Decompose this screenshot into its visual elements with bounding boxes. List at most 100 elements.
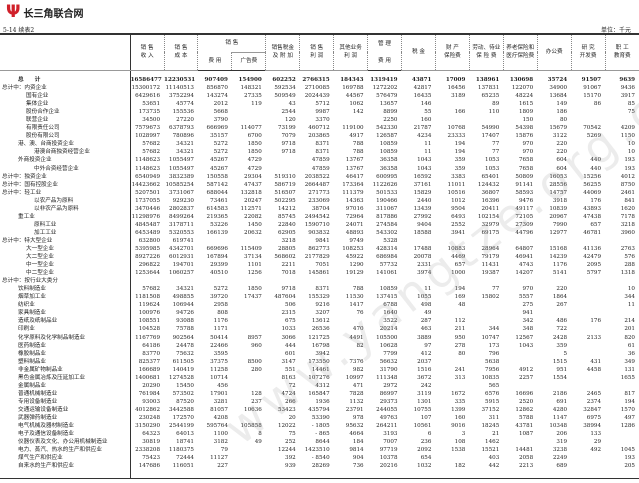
- table-cell: 11: [627, 302, 635, 309]
- row-label: 电力、蒸汽、热水的生产和供应业: [0, 446, 131, 455]
- table-cell: 47859: [311, 157, 330, 164]
- table-cell: 10714: [210, 374, 228, 381]
- table-cell: 166: [454, 109, 466, 116]
- table-cell: 440: [590, 157, 602, 164]
- table-cell: 15450: [176, 382, 194, 389]
- table-cell: 40510: [210, 270, 228, 277]
- table-cell: 12977: [549, 229, 568, 236]
- table-cell: 38994: [583, 423, 602, 430]
- table-cell: 970: [522, 149, 534, 156]
- table-cell: 6378793: [169, 125, 194, 132]
- table-cell: 9639: [619, 77, 635, 83]
- table-cell: 17437: [244, 294, 262, 301]
- table-cell: 102154: [477, 213, 500, 220]
- header-admin-group: 管 理: [367, 33, 402, 52]
- table-cell: 56632: [379, 358, 398, 365]
- table-row: 专用设备制造业 93003 87520 3281 237 266 1936 1132 29373…: [0, 397, 639, 406]
- table-cell: 2766315: [302, 77, 330, 83]
- table-cell: 820: [624, 334, 635, 341]
- table-cell: 75632: [176, 350, 194, 357]
- table-cell: 344: [488, 326, 500, 333]
- table-cell: 20411: [481, 205, 500, 212]
- table-cell: [571, 374, 605, 382]
- table-cell: 34321: [176, 149, 194, 156]
- table-cell: 1176: [213, 318, 228, 325]
- table-cell: 13612: [311, 318, 330, 325]
- table-cell: 24478: [176, 342, 194, 349]
- table-cell: 551: [285, 366, 296, 373]
- table-cell: 428314: [376, 245, 398, 252]
- table-cell: 9404: [417, 221, 432, 228]
- table-cell: 190466: [376, 197, 398, 204]
- table-row: 股份合作企业 173735 155536 5668 2544 9987 142 8899 55 1…: [0, 108, 639, 117]
- table-cell: 7178: [620, 213, 635, 220]
- table-cell: 1180375: [169, 447, 194, 454]
- table-cell: 5395985: [135, 245, 161, 252]
- table-cell: 666969: [206, 125, 228, 132]
- table-cell: 14363: [345, 197, 364, 204]
- table-cell: 6975: [586, 414, 602, 421]
- table-cell: 1515: [552, 358, 568, 365]
- table-row: 总计中：国有控股企业 14423662 10585254 587142 47437 586…: [0, 180, 639, 189]
- table-row: 塑料制品业 825377 611505 37375 8500 3147 173550 7376…: [0, 357, 639, 366]
- table-cell: 26536: [311, 326, 330, 333]
- table-cell: [571, 342, 605, 350]
- table-row: 煤气生产和供应业 75423 72444 11127 392 - 8540 904 10378…: [0, 454, 639, 463]
- table-cell: 11258: [210, 366, 228, 373]
- table-cell: 97: [424, 342, 432, 349]
- table-cell: 492: [590, 447, 602, 454]
- table-cell: 1286: [620, 423, 635, 430]
- table-cell: [469, 317, 503, 325]
- table-cell: 12230531: [164, 77, 196, 83]
- table-row: 金属制品业 20290 15450 456 72 4312 471 2972 242 565: [0, 381, 639, 390]
- table-cell: 115409: [240, 245, 262, 252]
- table-cell: 72964: [345, 213, 364, 220]
- table-cell: 359: [556, 342, 568, 349]
- table-cell: [232, 414, 266, 422]
- table-cell: - 8540: [311, 455, 330, 462]
- table-cell: 431: [590, 358, 602, 365]
- table-cell: [571, 454, 605, 462]
- table-cell: 8371: [315, 141, 330, 148]
- table-cell: 1055: [417, 294, 432, 301]
- table-cell: 128: [251, 390, 262, 397]
- table-cell: 1176: [552, 262, 568, 269]
- table-cell: 2440: [417, 197, 432, 204]
- table-cell: 5712: [315, 101, 330, 108]
- table-cell: 176: [590, 318, 602, 325]
- table-cell: 93003: [142, 398, 161, 405]
- table-cell: 486: [556, 318, 568, 325]
- table-cell: 34500: [142, 117, 161, 124]
- table-cell: 2338208: [135, 447, 161, 454]
- table-cell: 214: [624, 318, 635, 325]
- table-cell: 7376: [349, 358, 364, 365]
- site-logo[interactable]: Ψ 长三角联合网: [6, 4, 83, 21]
- table-cell: 110: [488, 109, 500, 116]
- table-cell: 116051: [172, 463, 194, 470]
- table-row: 重工业 11298976 8499264 219365 22082 85745 249454…: [0, 212, 639, 221]
- table-cell: [232, 301, 266, 309]
- table-cell: 1516: [417, 366, 432, 373]
- table-cell: 10348: [549, 423, 568, 430]
- table-row: 家具制造业 100976 94726 808 2315 3207 76 1640 49 941: [0, 309, 639, 318]
- table-cell: 542330: [376, 125, 398, 132]
- table-cell: 3790: [213, 117, 228, 124]
- table-cell: 275: [522, 302, 534, 309]
- table-cell: 76: [356, 310, 364, 317]
- table-cell: 960: [251, 342, 262, 349]
- table-cell: 70542: [583, 125, 602, 132]
- table-cell: [435, 454, 469, 462]
- table-cell: 145861: [308, 270, 330, 277]
- table-cell: 3889: [417, 334, 432, 341]
- table-cell: 54990: [481, 125, 500, 132]
- table-cell: 55: [424, 109, 432, 116]
- table-cell: 4209: [620, 125, 635, 132]
- table-cell: 160: [454, 414, 466, 421]
- table-cell: 16592: [413, 173, 432, 180]
- table-cell: 86: [593, 101, 602, 108]
- table-cell: 1150: [620, 133, 635, 140]
- table-cell: 3595: [213, 350, 228, 357]
- table-cell: 1053: [485, 165, 500, 172]
- row-label: 总 计: [0, 76, 131, 85]
- table-cell: [130, 277, 164, 285]
